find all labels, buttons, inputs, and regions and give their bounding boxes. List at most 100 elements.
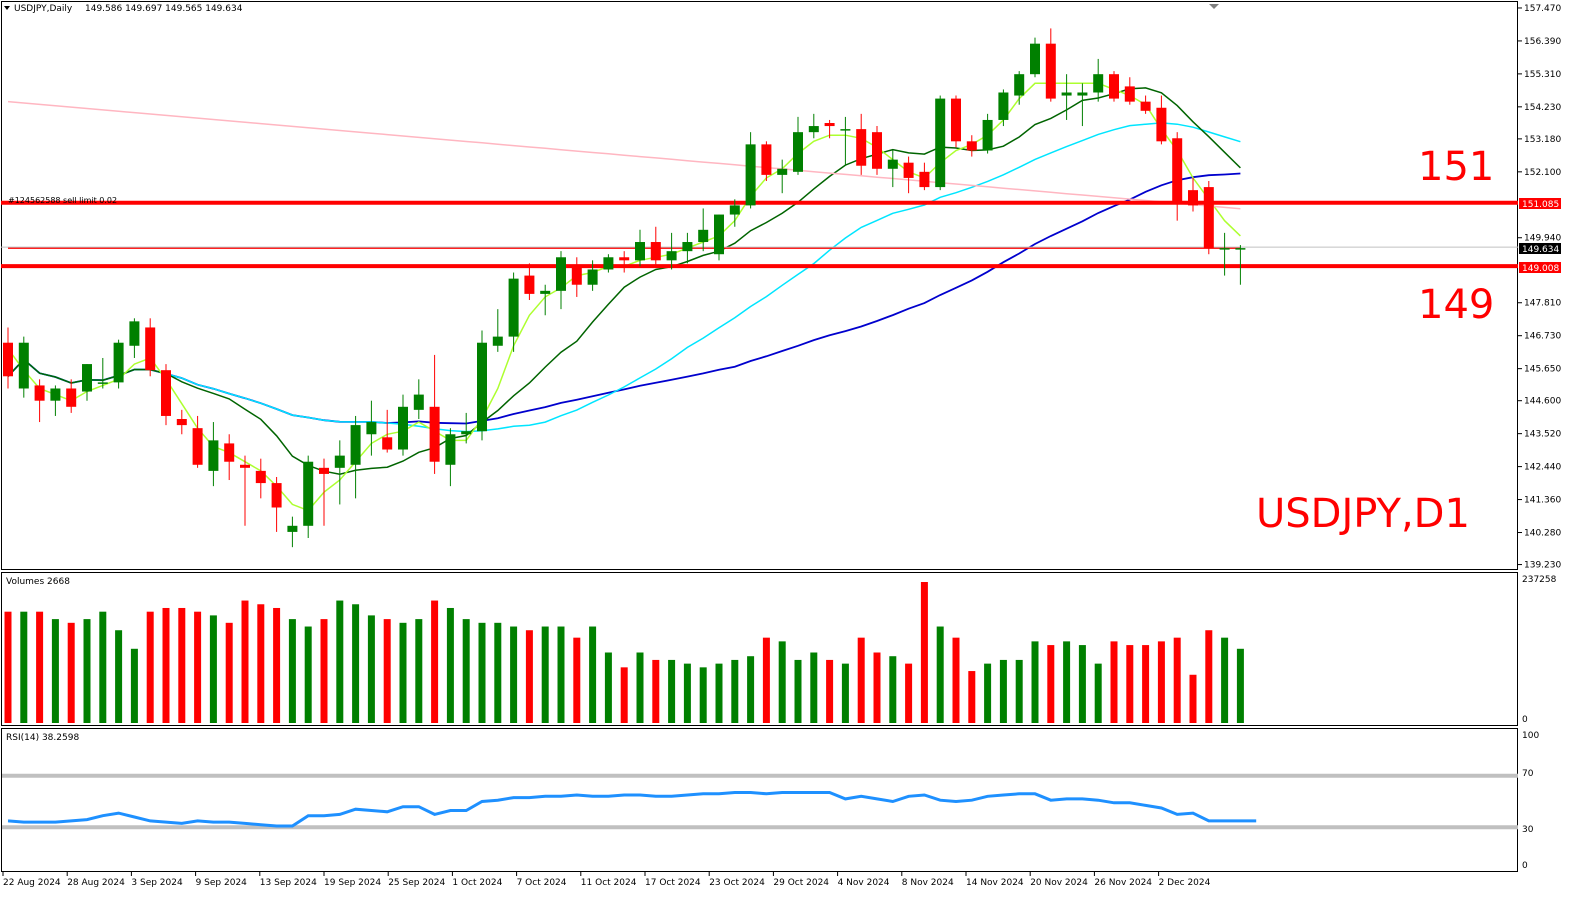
candle-body [998,92,1009,120]
volume-bar [20,611,28,723]
candle-body [303,461,314,526]
candle-body [603,257,614,270]
volume-bar [778,641,786,723]
candle-body [240,464,250,468]
volume-bar [620,667,628,723]
candle [303,455,314,539]
candle [82,364,92,401]
volume-bar [810,652,818,723]
volume-bar [905,663,913,723]
candle-body [982,119,993,151]
volume-zero-label: 0 [1522,715,1528,725]
price-axis: 157.470 156.390 155.310 154.230 153.180 152.1… [1518,4,1561,571]
candle [287,516,298,548]
price-tick-label: 144.600 [1524,397,1561,407]
volume-bar [336,600,344,723]
candle [761,141,772,181]
candle-body [382,437,393,450]
collapse-triangle-icon[interactable] [4,6,10,10]
candle-body [935,98,946,188]
candle-body [271,483,282,508]
rsi-0-label: 0 [1522,861,1528,871]
price-tick-label: 155.310 [1524,70,1561,80]
candle [161,364,171,426]
candle-body [50,388,61,401]
volume-bar [525,630,533,723]
volume-bar [367,615,375,723]
volume-bar [652,659,660,723]
time-tick-label: 28 Aug 2024 [67,878,125,888]
candle-body [1077,92,1088,96]
candle [682,232,693,264]
candle-body [366,422,377,435]
candle [571,257,582,297]
candle-body [808,126,819,133]
candle [887,150,898,188]
candle-body [350,425,361,465]
candle [366,400,377,456]
candle-body [1203,187,1214,249]
candle-body [919,171,930,188]
volume-bar [4,611,12,723]
candle-body [698,229,709,243]
candle-body [840,129,851,131]
candle-body [729,205,740,215]
volume-bar [304,626,312,723]
candle-body [903,162,914,178]
candle [587,260,598,291]
candle [872,126,882,175]
candle-body [856,129,867,166]
candle [714,214,724,261]
price-tick-label: 141.360 [1524,496,1561,506]
price-tag-current-bg [1519,243,1561,254]
volume-bar [1126,645,1134,723]
time-tick-label: 3 Sep 2024 [131,878,183,888]
time-tick-label: 19 Sep 2024 [324,878,381,888]
candle-body [82,364,92,392]
shift-marker-icon[interactable] [1209,4,1219,9]
volume-bar [494,622,502,723]
candle [951,95,961,148]
candle [255,458,266,499]
volume-bar [510,626,518,723]
candle [903,156,914,194]
price-panel-frame [1,1,1518,570]
time-tick-label: 25 Sep 2024 [388,878,445,888]
price-tick-label: 154.230 [1524,103,1561,113]
volume-bar [99,611,107,723]
volume-bar [699,667,707,723]
volume-bar [241,600,249,723]
volume-bar [636,652,644,723]
price-tick-label: 142.440 [1524,463,1561,473]
volume-bar [399,622,407,723]
volume-bar [51,619,59,723]
candle [145,318,156,377]
volume-max-label: 237258 [1522,575,1557,585]
candle-body [824,123,835,127]
volume-panel-label: Volumes 2668 [6,577,70,587]
time-tick-label: 13 Sep 2024 [260,878,317,888]
time-tick-label: 4 Nov 2024 [838,878,890,888]
candle [508,272,519,352]
candle [666,232,677,270]
level-149-label: 149 [1418,282,1494,328]
volume-bar [715,663,723,723]
time-tick-label: 8 Nov 2024 [902,878,954,888]
volume-bar [541,626,549,723]
volume-bar [1078,645,1086,723]
volume-bar [1094,663,1102,723]
moving-averages [7,82,1241,512]
level-151-label: 151 [1418,144,1494,190]
candle [1109,71,1119,102]
volume-bar [1063,641,1071,723]
price-tick-label: 143.520 [1524,430,1561,440]
candle-body [18,342,29,389]
candle-body [571,266,582,285]
volume-panel-frame [1,572,1518,726]
candle [524,263,535,300]
candle-body [619,257,630,261]
sma-cyan-line [7,122,1241,433]
rsi-30-label: 30 [1522,825,1534,835]
candle [192,415,203,468]
